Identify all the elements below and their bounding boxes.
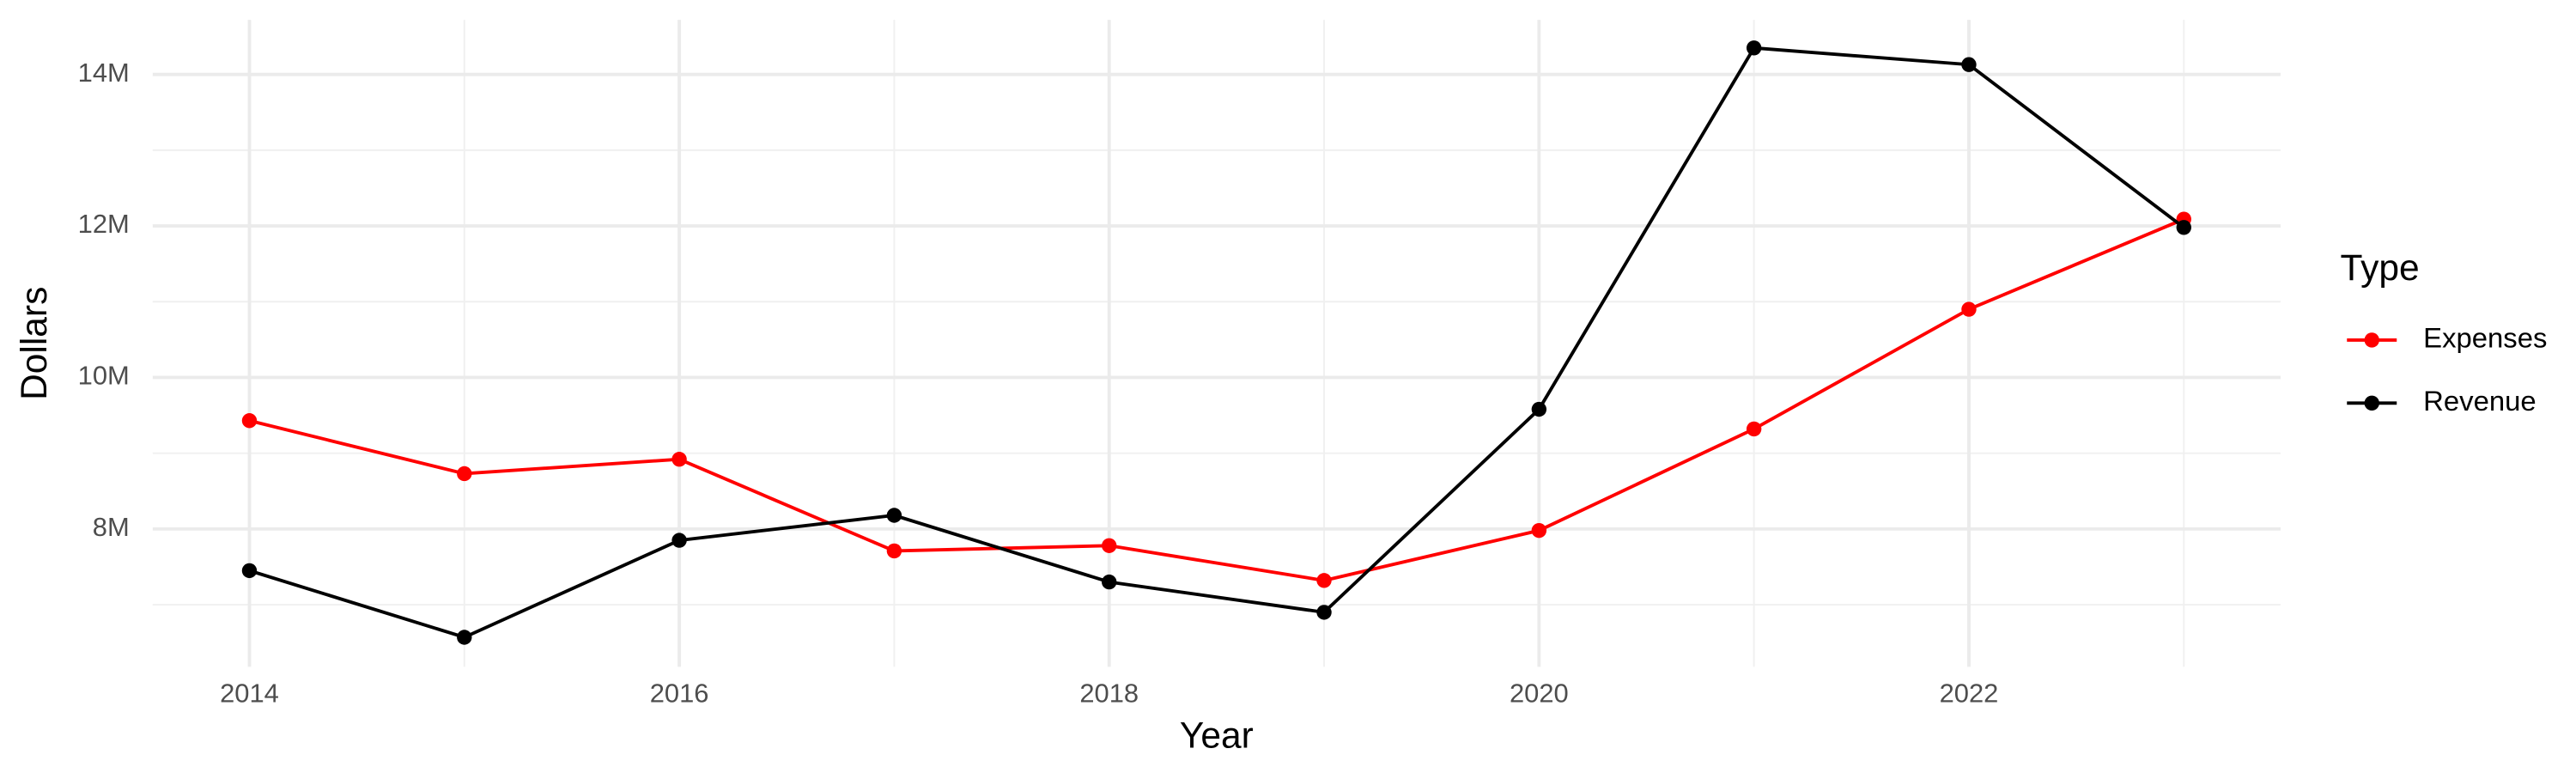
x-tick-label: 2018 [1079,678,1139,708]
y-tick-label: 14M [78,58,130,88]
legend-label: Expenses [2423,322,2547,354]
x-tick-label: 2016 [650,678,709,708]
data-point [1531,522,1547,539]
data-point [1961,57,1977,72]
legend-marker [2364,395,2379,411]
y-tick-label: 10M [78,361,130,391]
data-point [2176,220,2191,235]
y-axis-title: Dollars [15,287,55,400]
data-point [241,563,258,579]
x-tick-label: 2022 [1940,678,1999,708]
legend-marker [2364,332,2379,348]
x-tick-label: 2020 [1510,678,1569,708]
data-point [886,543,902,559]
y-tick-label: 12M [78,209,130,239]
x-tick-label: 2014 [220,678,279,708]
data-point [1316,573,1332,588]
data-point [241,413,258,429]
series-line [248,46,2185,640]
data-point [1746,40,1762,56]
data-point [457,630,472,645]
data-point [457,466,472,482]
data-point [671,452,687,467]
data-point [1102,574,1117,590]
grid [152,20,2281,667]
data-point [1102,538,1117,553]
data-point [1531,401,1547,417]
data-point [671,533,687,548]
series-line [249,217,2185,582]
data-point [886,508,902,523]
x-axis-title: Year [1180,716,1254,757]
data-point [1746,421,1762,437]
y-tick-label: 8M [93,512,130,542]
data-point [1961,301,1977,317]
legend-label: Revenue [2423,385,2536,417]
legend-title: Type [2341,248,2420,289]
data-point [1316,605,1332,620]
